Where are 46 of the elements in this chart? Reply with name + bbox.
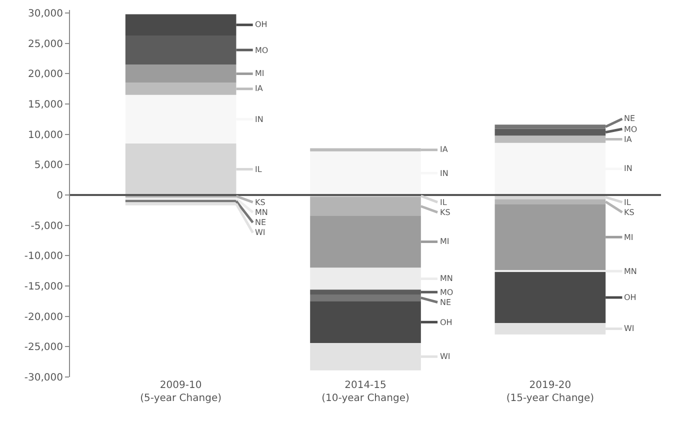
legend-label: KS [255,198,266,207]
y-tick-label: -30,000 [24,372,63,384]
y-tick-label: -25,000 [24,342,63,354]
y-tick-label: 20,000 [28,69,63,80]
legend-label: IL [255,165,262,174]
y-tick-label: -5,000 [30,220,63,232]
text: KS [624,208,634,217]
y-tick-label: -10,000 [24,251,63,262]
x-tick-label: 2019-20 (15-year Change) [506,380,594,404]
text: OH [440,318,452,327]
x-tick-label: 2009-10 (5-year Change) [140,380,222,404]
legend-label: IA [255,84,264,93]
y-tick-label: 15,000 [28,100,63,111]
y-tick-label: 0 [56,190,63,202]
text: WI [624,324,634,333]
text: MI [624,233,634,242]
text: WI [255,228,266,237]
legend-label: OH [255,20,268,29]
text: NE [255,218,266,227]
legend-label: NE [440,298,452,307]
y-tick-label: 25,000 [28,38,63,50]
legend-label: IN [255,115,264,124]
text: MO [624,125,638,134]
y-tick-label: 30,000 [28,8,63,20]
legend-label: MI [255,69,264,78]
text: IN [624,164,632,173]
x-tick-label: 2014-15 (10-year Change) [322,380,410,404]
text: MO [440,288,454,297]
text: IA [624,135,632,144]
y-tick-label: 5,000 [34,160,63,172]
legend-label: MO [255,46,268,55]
y-tick-label: 10,000 [28,130,63,141]
text: IL [440,198,447,207]
text: KS [440,208,450,217]
text: MN [255,208,268,217]
text: IL [624,198,631,207]
legend-label: WI [440,352,450,361]
text: OH [624,293,636,302]
text: NE [624,114,636,123]
legend-label: MN [440,274,453,283]
y-tick-label: -20,000 [24,312,63,323]
text: IN [440,169,448,178]
text: IA [440,145,448,154]
text: MI [440,237,450,246]
y-tick-label: -15,000 [24,282,63,293]
text: MN [624,267,637,276]
